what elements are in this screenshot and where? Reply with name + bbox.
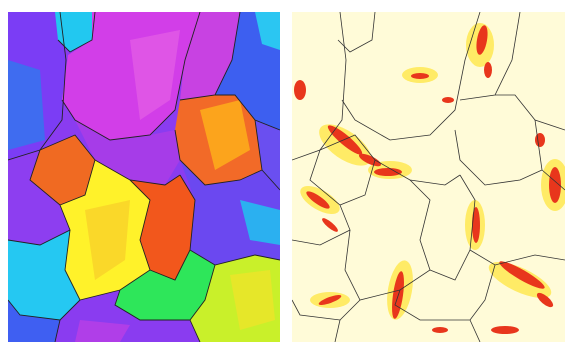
orientation-map <box>8 12 280 342</box>
figure <box>0 0 569 342</box>
misorientation-map <box>292 12 569 342</box>
page <box>0 0 569 342</box>
